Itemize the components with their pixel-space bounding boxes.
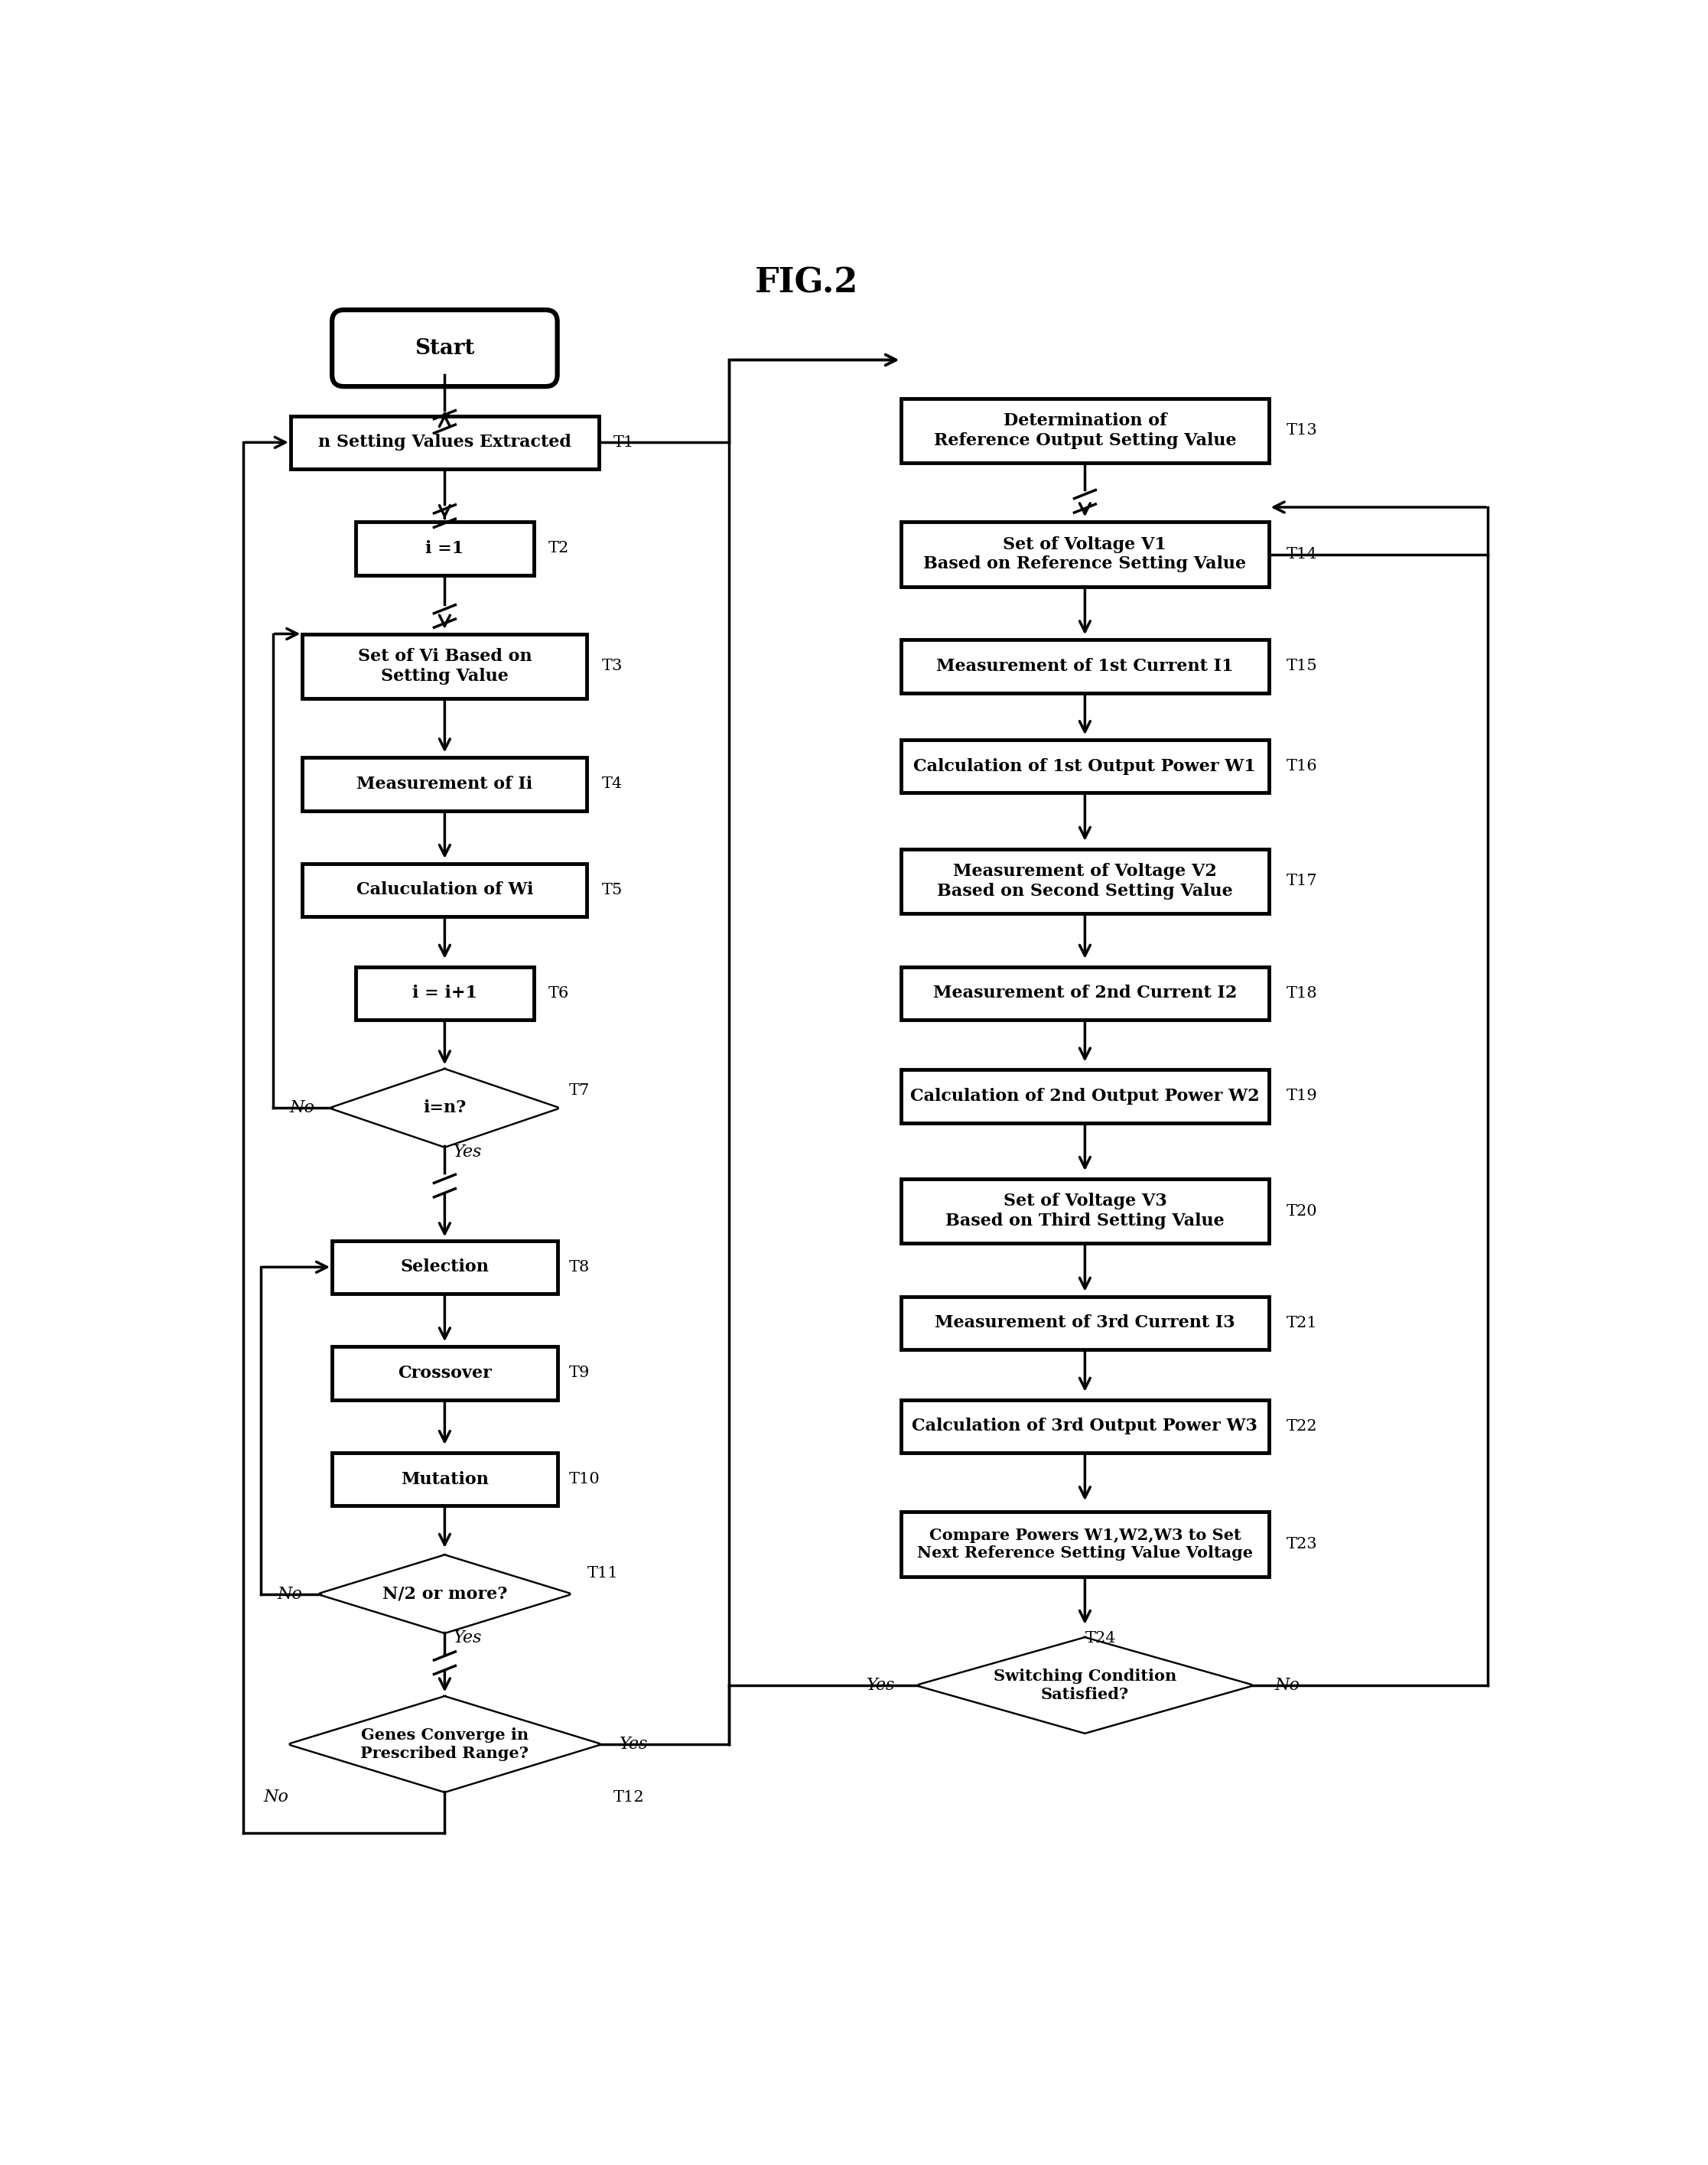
Text: Yes: Yes (454, 1630, 482, 1648)
FancyBboxPatch shape (331, 310, 557, 385)
Text: T8: T8 (569, 1260, 589, 1275)
FancyBboxPatch shape (902, 740, 1269, 792)
Text: Selection: Selection (400, 1258, 488, 1275)
Text: Measurement of Ii: Measurement of Ii (357, 775, 533, 792)
Text: Set of Vi Based on
Setting Value: Set of Vi Based on Setting Value (357, 647, 531, 684)
Polygon shape (319, 1557, 569, 1632)
FancyBboxPatch shape (302, 634, 588, 699)
Text: T18: T18 (1286, 985, 1317, 1000)
Text: T20: T20 (1286, 1204, 1317, 1219)
Text: Start: Start (415, 338, 475, 359)
FancyBboxPatch shape (902, 1297, 1269, 1349)
Text: Calculation of 3rd Output Power W3: Calculation of 3rd Output Power W3 (912, 1418, 1257, 1435)
Text: Compare Powers W1,W2,W3 to Set
Next Reference Setting Value Voltage: Compare Powers W1,W2,W3 to Set Next Refe… (917, 1528, 1252, 1561)
FancyBboxPatch shape (902, 1178, 1269, 1243)
FancyBboxPatch shape (331, 1453, 557, 1505)
Text: Switching Condition
Satisfied?: Switching Condition Satisfied? (994, 1669, 1177, 1702)
Text: i = i+1: i = i+1 (412, 985, 477, 1002)
Text: n Setting Values Extracted: n Setting Values Extracted (318, 433, 570, 450)
FancyBboxPatch shape (331, 1347, 557, 1399)
Text: No: No (1274, 1678, 1300, 1693)
Text: Set of Voltage V1
Based on Reference Setting Value: Set of Voltage V1 Based on Reference Set… (924, 537, 1247, 572)
Text: T24: T24 (1085, 1630, 1115, 1645)
Text: Genes Converge in
Prescribed Range?: Genes Converge in Prescribed Range? (360, 1728, 529, 1760)
Text: T11: T11 (588, 1565, 618, 1580)
Text: i=n?: i=n? (424, 1100, 466, 1117)
FancyBboxPatch shape (902, 522, 1269, 587)
FancyBboxPatch shape (902, 968, 1269, 1020)
FancyBboxPatch shape (902, 639, 1269, 693)
Polygon shape (919, 1639, 1250, 1732)
Text: T6: T6 (548, 985, 569, 1000)
Text: Yes: Yes (620, 1736, 647, 1754)
FancyBboxPatch shape (355, 968, 533, 1020)
FancyBboxPatch shape (290, 416, 600, 470)
Text: Measurement of 2nd Current I2: Measurement of 2nd Current I2 (933, 985, 1237, 1002)
Text: Calculation of 1st Output Power W1: Calculation of 1st Output Power W1 (914, 758, 1255, 775)
Text: No: No (289, 1100, 314, 1117)
Text: T23: T23 (1286, 1537, 1317, 1552)
FancyBboxPatch shape (302, 758, 588, 810)
Text: Set of Voltage V3
Based on Third Setting Value: Set of Voltage V3 Based on Third Setting… (946, 1193, 1225, 1230)
Text: Yes: Yes (866, 1678, 895, 1693)
Text: No: No (277, 1585, 302, 1602)
Text: T17: T17 (1286, 875, 1317, 888)
Text: T12: T12 (613, 1790, 644, 1803)
Text: Crossover: Crossover (398, 1364, 492, 1381)
FancyBboxPatch shape (902, 1399, 1269, 1453)
Text: T3: T3 (601, 658, 623, 673)
Text: T10: T10 (569, 1472, 600, 1487)
FancyBboxPatch shape (331, 1241, 557, 1295)
Text: Yes: Yes (454, 1143, 482, 1160)
Text: T2: T2 (548, 541, 569, 556)
Text: T7: T7 (569, 1082, 589, 1098)
Text: T13: T13 (1286, 424, 1317, 437)
Text: N/2 or more?: N/2 or more? (383, 1585, 507, 1602)
Text: T4: T4 (601, 777, 623, 792)
Text: Determination of
Reference Output Setting Value: Determination of Reference Output Settin… (934, 414, 1237, 448)
Text: T14: T14 (1286, 548, 1317, 561)
Text: i =1: i =1 (425, 539, 465, 556)
Text: FIG.2: FIG.2 (755, 266, 857, 299)
Text: T16: T16 (1286, 760, 1317, 773)
FancyBboxPatch shape (902, 398, 1269, 463)
Text: T19: T19 (1286, 1089, 1317, 1104)
FancyBboxPatch shape (902, 1511, 1269, 1576)
Text: T15: T15 (1286, 658, 1317, 673)
Text: T5: T5 (601, 883, 623, 896)
FancyBboxPatch shape (902, 1070, 1269, 1124)
FancyBboxPatch shape (902, 849, 1269, 914)
Text: Calculation of 2nd Output Power W2: Calculation of 2nd Output Power W2 (910, 1087, 1259, 1104)
Text: Caluculation of Wi: Caluculation of Wi (357, 881, 533, 898)
FancyBboxPatch shape (355, 522, 533, 576)
Text: T22: T22 (1286, 1418, 1317, 1433)
Text: T1: T1 (613, 435, 635, 450)
Polygon shape (290, 1697, 600, 1790)
Text: Measurement of 1st Current I1: Measurement of 1st Current I1 (936, 658, 1233, 675)
FancyBboxPatch shape (302, 864, 588, 916)
Text: T21: T21 (1286, 1316, 1317, 1329)
Text: Measurement of Voltage V2
Based on Second Setting Value: Measurement of Voltage V2 Based on Secon… (938, 864, 1233, 898)
Text: T9: T9 (569, 1366, 589, 1381)
Text: No: No (263, 1788, 289, 1806)
Text: Mutation: Mutation (401, 1470, 488, 1487)
Polygon shape (331, 1070, 557, 1145)
Text: Measurement of 3rd Current I3: Measurement of 3rd Current I3 (934, 1314, 1235, 1331)
